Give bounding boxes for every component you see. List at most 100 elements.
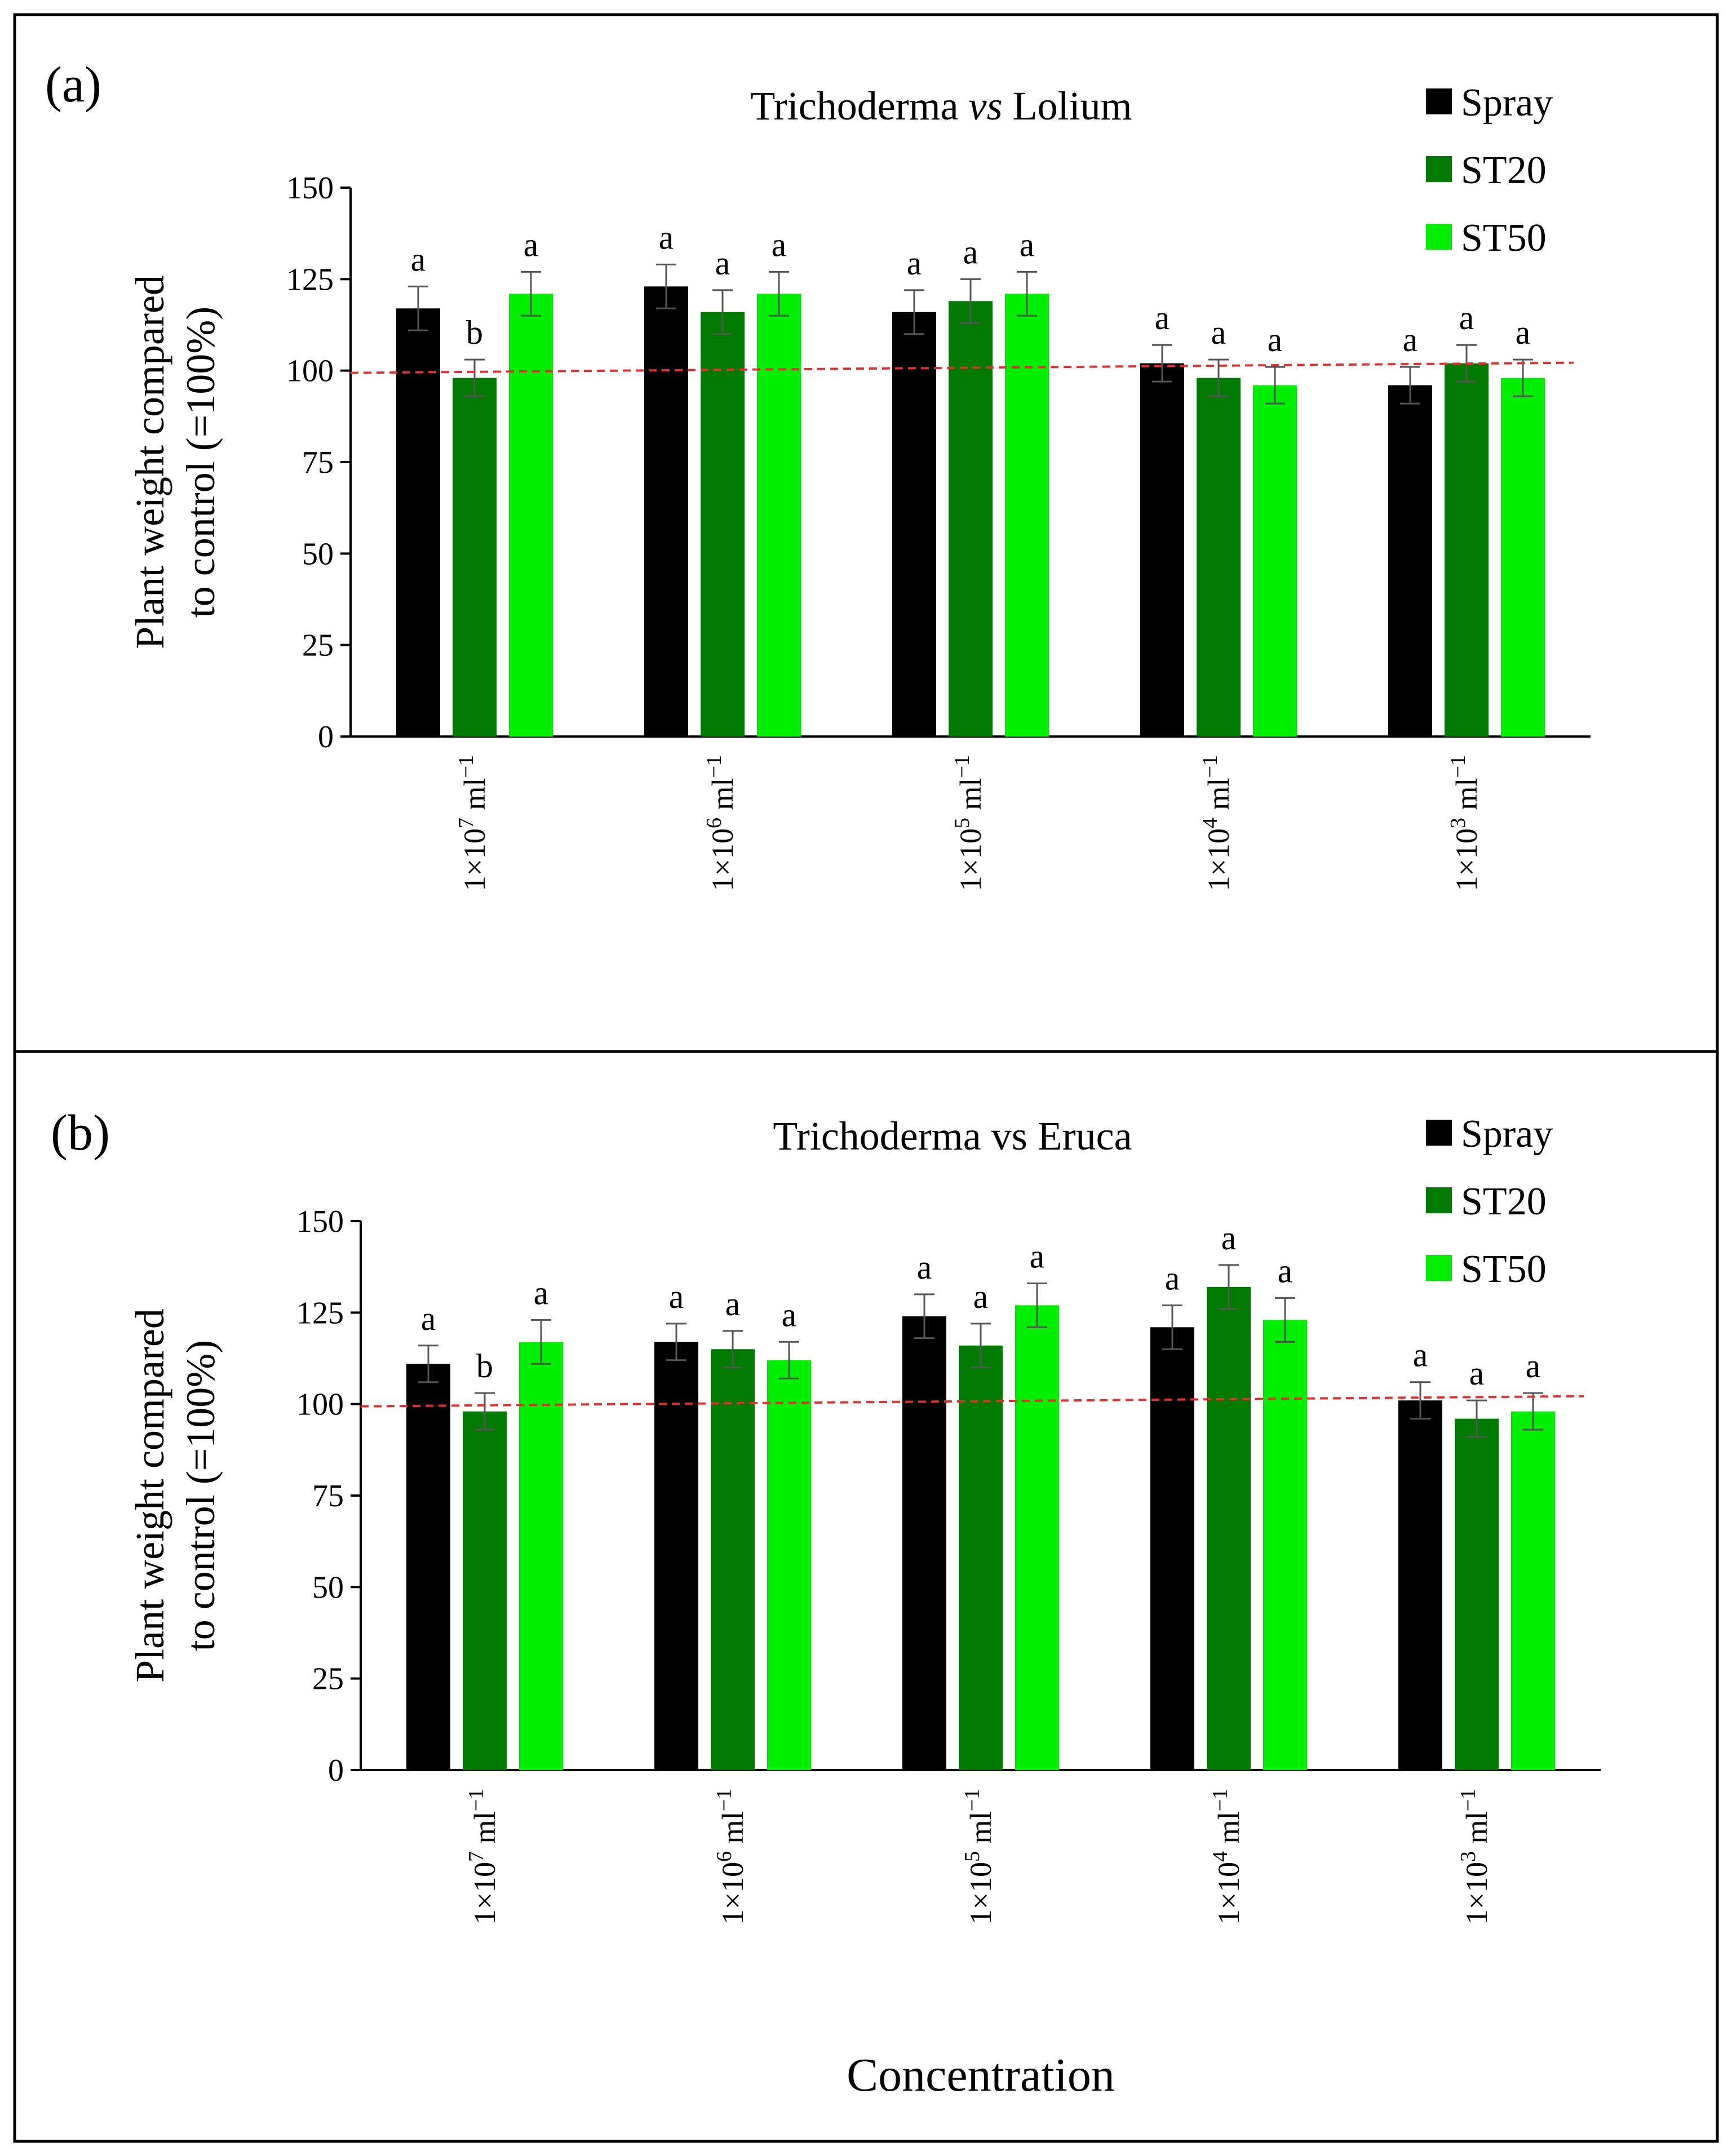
category-base: 1×10 bbox=[1460, 1862, 1494, 1924]
y-tick-label: 100 bbox=[286, 354, 334, 389]
category-label: 1×103 ml−1 bbox=[1446, 755, 1483, 891]
category-unit: ml bbox=[468, 1811, 502, 1851]
category-base: 1×10 bbox=[458, 828, 491, 891]
legend-label-st20: ST20 bbox=[1461, 149, 1547, 192]
bar-spray-2 bbox=[892, 312, 936, 737]
category-label: 1×104 ml−1 bbox=[1208, 1789, 1246, 1924]
significance-letter: a bbox=[1030, 1237, 1045, 1275]
category-unit: ml bbox=[1202, 778, 1235, 818]
category-base: 1×10 bbox=[468, 1862, 502, 1924]
chart-title: Trichoderma vs Eruca bbox=[773, 1114, 1132, 1159]
legend-swatch-spray bbox=[1426, 1120, 1452, 1146]
significance-letter: a bbox=[659, 219, 674, 256]
category-unit: ml bbox=[964, 1811, 998, 1851]
significance-letter: a bbox=[907, 245, 922, 282]
significance-letter: a bbox=[534, 1274, 549, 1311]
bar-st50-2 bbox=[1005, 294, 1049, 737]
chart-panel-a: (a) Trichoderma vs Lolium Plant weight com… bbox=[45, 57, 1591, 891]
significance-letter: a bbox=[1221, 1219, 1237, 1257]
bar-st50-3 bbox=[1253, 385, 1297, 737]
category-unit: ml bbox=[458, 778, 491, 818]
significance-letter: a bbox=[1413, 1337, 1428, 1374]
category-unit: ml bbox=[716, 1811, 750, 1851]
y-tick-label: 0 bbox=[328, 1753, 344, 1788]
chart-panel-b: (b) Trichoderma vs Eruca Plant weight comp… bbox=[51, 1105, 1601, 2101]
chart-title: Trichoderma vs Lolium bbox=[750, 83, 1132, 128]
y-tick-label: 100 bbox=[296, 1387, 344, 1422]
bar-st20-3 bbox=[1207, 1286, 1251, 1770]
bar-st20-4 bbox=[1455, 1418, 1499, 1770]
category-base: 1×10 bbox=[706, 828, 739, 891]
y-tick-label: 25 bbox=[302, 628, 334, 663]
significance-letter: a bbox=[917, 1249, 932, 1286]
bar-st20-2 bbox=[949, 301, 993, 737]
bar-st50-1 bbox=[767, 1360, 811, 1770]
legend-label-st50: ST50 bbox=[1461, 1248, 1547, 1291]
y-axis-label-line1: Plant weight compared bbox=[127, 275, 172, 649]
chart-title-vs: vs bbox=[991, 1114, 1027, 1159]
category-base: 1×10 bbox=[1202, 828, 1235, 891]
category-label: 1×104 ml−1 bbox=[1198, 755, 1235, 891]
category-base: 1×10 bbox=[1450, 828, 1483, 891]
category-unit: ml bbox=[706, 778, 739, 818]
significance-letter: a bbox=[421, 1300, 436, 1337]
category-base: 1×10 bbox=[1212, 1862, 1246, 1924]
legend-swatch-st50 bbox=[1426, 224, 1452, 250]
y-tick-label: 25 bbox=[312, 1662, 344, 1697]
bar-st20-1 bbox=[701, 312, 745, 737]
category-unit-exponent: −1 bbox=[464, 1789, 488, 1811]
category-unit-exponent: −1 bbox=[1198, 755, 1222, 778]
significance-letter: a bbox=[669, 1278, 684, 1315]
chart-title-vs: vs bbox=[969, 83, 1003, 128]
category-exponent: 4 bbox=[1198, 818, 1222, 828]
chart-title-suffix: Eruca bbox=[1027, 1114, 1132, 1159]
category-unit: ml bbox=[1460, 1811, 1494, 1851]
category-exponent: 7 bbox=[464, 1851, 488, 1862]
legend-swatch-st20 bbox=[1426, 1187, 1452, 1213]
significance-letter: a bbox=[715, 245, 730, 282]
bar-st50-4 bbox=[1511, 1411, 1555, 1770]
legend-label-spray: Spray bbox=[1461, 1112, 1553, 1156]
significance-letter: a bbox=[411, 241, 426, 278]
y-tick-label: 150 bbox=[286, 171, 334, 206]
significance-letter: b bbox=[476, 1347, 493, 1385]
category-exponent: 3 bbox=[1446, 818, 1470, 828]
significance-letter: a bbox=[782, 1296, 797, 1333]
category-exponent: 6 bbox=[702, 818, 726, 828]
category-unit: ml bbox=[1212, 1811, 1246, 1851]
significance-letter: a bbox=[1403, 321, 1418, 358]
y-tick-label: 125 bbox=[286, 262, 334, 297]
category-label: 1×106 ml−1 bbox=[702, 755, 739, 891]
category-label: 1×106 ml−1 bbox=[712, 1789, 750, 1924]
bar-st50-3 bbox=[1263, 1320, 1307, 1770]
bar-spray-0 bbox=[406, 1364, 450, 1770]
bar-st20-4 bbox=[1445, 363, 1489, 737]
significance-letter: a bbox=[1155, 299, 1170, 336]
x-axis-label: Concentration bbox=[847, 2049, 1115, 2101]
legend-label-st50: ST50 bbox=[1461, 216, 1547, 260]
significance-letter: a bbox=[1020, 226, 1035, 263]
category-unit-exponent: −1 bbox=[702, 755, 726, 778]
significance-letter: a bbox=[1469, 1355, 1485, 1392]
bar-st50-1 bbox=[757, 294, 801, 737]
legend-label-st20: ST20 bbox=[1461, 1180, 1547, 1223]
bar-spray-1 bbox=[644, 286, 688, 737]
category-base: 1×10 bbox=[954, 828, 987, 891]
bar-st20-3 bbox=[1197, 378, 1241, 737]
category-unit: ml bbox=[1450, 778, 1483, 818]
bar-spray-4 bbox=[1388, 385, 1432, 737]
reference-line-100 bbox=[350, 361, 1574, 374]
legend-label-spray: Spray bbox=[1461, 81, 1553, 125]
significance-letter: a bbox=[1268, 321, 1283, 358]
significance-letter: b bbox=[466, 314, 483, 351]
y-tick-label: 50 bbox=[312, 1570, 344, 1605]
legend-swatch-spray bbox=[1426, 88, 1452, 114]
bar-st50-0 bbox=[509, 294, 553, 737]
chart-title-prefix: Trichoderma bbox=[750, 83, 968, 128]
bar-spray-1 bbox=[654, 1342, 698, 1770]
significance-letter: a bbox=[963, 233, 978, 270]
legend-swatch-st50 bbox=[1426, 1255, 1452, 1281]
category-label: 1×105 ml−1 bbox=[950, 755, 987, 891]
reference-line-100 bbox=[360, 1395, 1584, 1408]
bar-spray-3 bbox=[1150, 1327, 1194, 1770]
